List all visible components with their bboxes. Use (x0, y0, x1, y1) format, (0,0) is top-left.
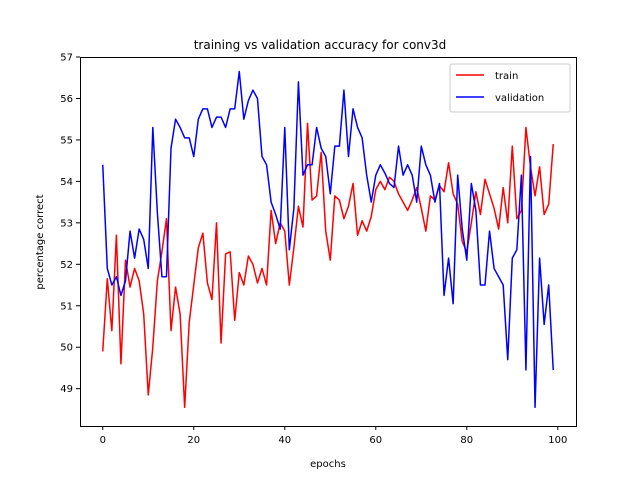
chart-title: training vs validation accuracy for conv… (194, 38, 447, 52)
plot-frame (80, 57, 577, 427)
x-tick-label: 80 (460, 435, 473, 446)
x-axis-label: epochs (310, 459, 346, 470)
y-tick-label: 52 (60, 260, 73, 271)
series-line-validation (102, 70, 554, 409)
x-axis: 0 20 40 60 80 100 (100, 426, 567, 446)
y-tick-label: 57 (60, 53, 73, 64)
y-tick-label: 54 (60, 177, 73, 188)
y-tick-label: 53 (60, 218, 73, 229)
x-tick-label: 0 (100, 435, 106, 446)
plot-area (102, 70, 554, 409)
legend-label-validation: validation (495, 93, 544, 104)
y-tick-label: 49 (60, 384, 73, 395)
y-axis-label: percentage correct (35, 194, 46, 289)
x-tick-label: 100 (548, 435, 567, 446)
legend-label-train: train (495, 71, 518, 82)
y-tick-label: 51 (60, 301, 73, 312)
y-tick-label: 55 (60, 135, 73, 146)
series-line-train (102, 122, 554, 409)
y-axis: 49 50 51 52 53 54 55 56 57 (60, 53, 80, 395)
x-tick-label: 60 (369, 435, 382, 446)
x-tick-label: 40 (278, 435, 291, 446)
x-tick-label: 20 (187, 435, 200, 446)
legend: train validation (449, 63, 571, 113)
y-tick-label: 50 (60, 343, 73, 354)
y-tick-label: 56 (60, 94, 73, 105)
legend-box (449, 63, 571, 113)
